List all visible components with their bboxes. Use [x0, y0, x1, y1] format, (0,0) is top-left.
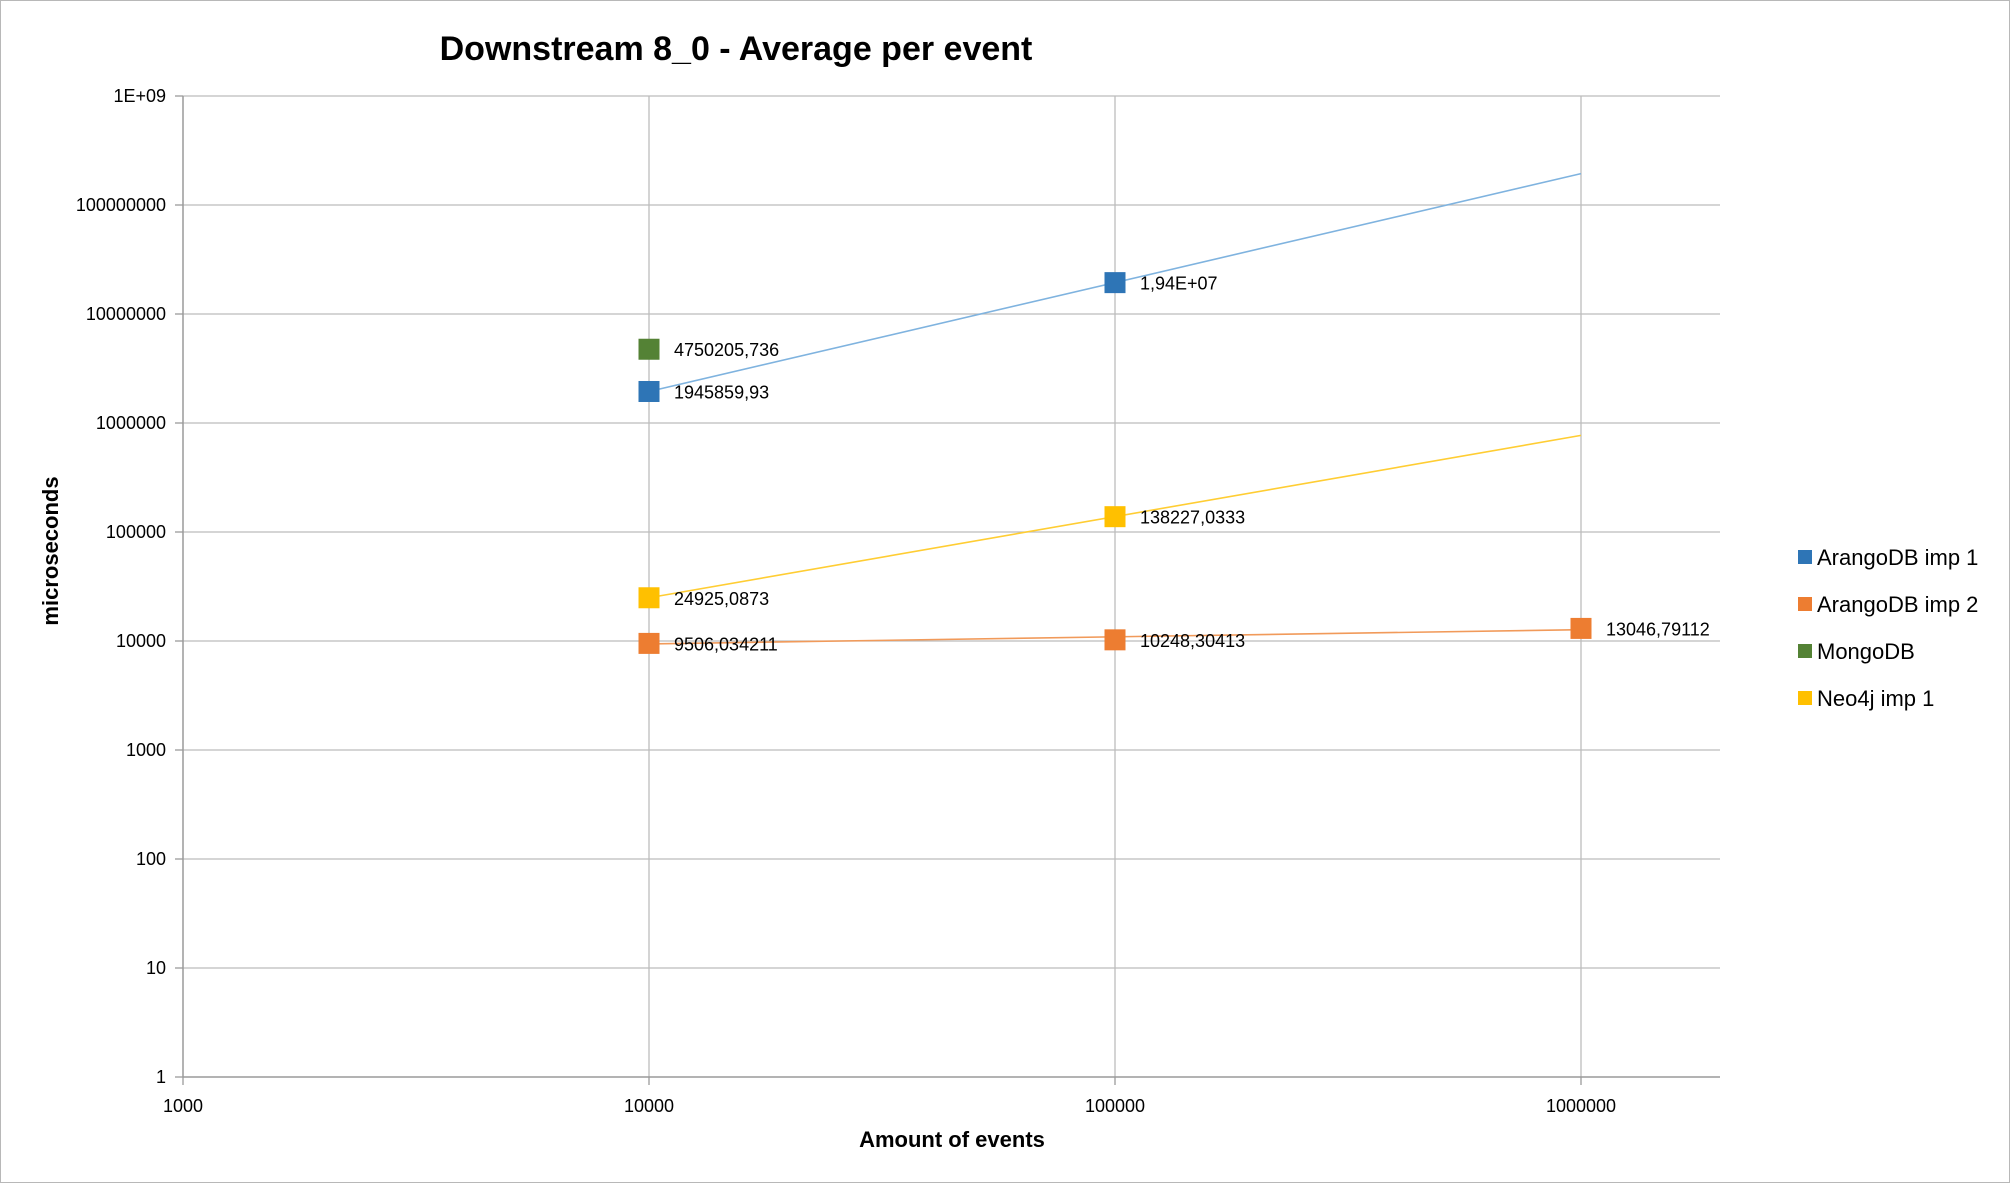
x-axis-title: Amount of events	[859, 1127, 1045, 1152]
axes: 1 10 100 1000 10000 100000 1000000 10000000 1000…	[76, 86, 1720, 1116]
y-tick-label: 100	[136, 849, 166, 869]
data-label: 13046,79112	[1606, 619, 1710, 639]
data-label: 4750205,736	[674, 340, 779, 360]
y-tick-label: 10000	[116, 631, 166, 651]
legend-label: MongoDB	[1817, 639, 1915, 664]
data-label: 1945859,93	[674, 382, 769, 402]
data-label: 10248,30413	[1140, 631, 1245, 651]
chart-title: Downstream 8_0 - Average per event	[440, 30, 1033, 68]
data-markers	[638, 272, 1592, 654]
grid-lines	[183, 95, 1720, 1077]
legend-swatch	[1798, 597, 1812, 611]
data-point-marker	[1570, 617, 1592, 639]
y-tick-label: 1000000	[96, 413, 166, 433]
data-point-marker	[1104, 272, 1126, 294]
data-label: 9506,034211	[674, 634, 778, 654]
legend-swatch	[1798, 550, 1812, 564]
data-point-marker	[638, 380, 660, 402]
data-point-marker	[1104, 506, 1126, 528]
legend: ArangoDB imp 1 ArangoDB imp 2 MongoDB Neo4j…	[1798, 545, 1978, 711]
data-point-marker	[638, 632, 660, 654]
legend-label: ArangoDB imp 1	[1817, 545, 1978, 570]
y-tick-label: 1E+09	[113, 86, 166, 106]
y-tick-label: 10000000	[86, 304, 166, 324]
data-label: 1,94E+07	[1140, 274, 1218, 294]
y-tick-label: 100000000	[76, 195, 166, 215]
legend-swatch	[1798, 644, 1812, 658]
y-axis-title: microseconds	[38, 476, 63, 625]
y-tick-label: 10	[146, 958, 166, 978]
x-tick-label: 10000	[624, 1096, 674, 1116]
x-tick-label: 100000	[1085, 1096, 1145, 1116]
y-tick-label: 100000	[106, 522, 166, 542]
data-point-marker	[638, 587, 660, 609]
y-tick-label: 1000	[126, 740, 166, 760]
data-point-marker	[638, 338, 660, 360]
data-label: 138227,0333	[1140, 508, 1245, 528]
legend-label: Neo4j imp 1	[1817, 686, 1934, 711]
legend-swatch	[1798, 691, 1812, 705]
data-labels: 1945859,93 1,94E+07 9506,034211 10248,30413…	[674, 274, 1710, 655]
y-tick-label: 1	[156, 1067, 166, 1087]
data-label: 24925,0873	[674, 589, 769, 609]
data-point-marker	[1104, 629, 1126, 651]
legend-label: ArangoDB imp 2	[1817, 592, 1978, 617]
x-tick-label: 1000	[163, 1096, 203, 1116]
x-tick-label: 1000000	[1546, 1096, 1616, 1116]
